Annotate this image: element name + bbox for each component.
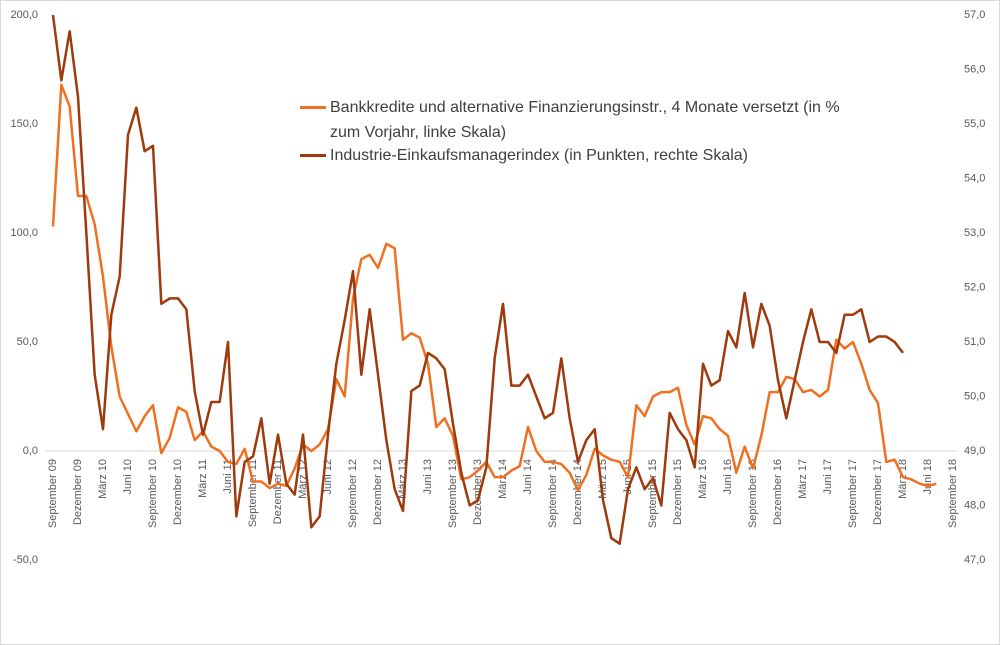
legend-label: Industrie-Einkaufsmanagerindex (in Punkt… [330,147,748,164]
y-tick-label: 150,0 [10,118,38,130]
y2-tick-label: 51,0 [964,336,985,348]
y2-tick-label: 53,0 [964,227,985,239]
x-tick-label: September 13 [447,459,459,528]
y-tick-label: 0,0 [23,445,38,457]
x-tick-label: Dezember 15 [672,459,684,525]
x-tick-label: Juni 11 [222,459,234,494]
y2-tick-label: 47,0 [964,554,985,566]
x-tick-label: Juni 16 [722,459,734,494]
x-tick-label: Dezember 11 [272,459,284,524]
legend-swatch [300,154,326,157]
series-line [51,14,904,545]
y-tick-label: 200,0 [10,9,38,21]
y2-tick-label: 52,0 [964,281,985,293]
x-tick-label: Dezember 14 [572,459,584,525]
x-tick-label: Dezember 10 [172,459,184,525]
y2-tick-label: 56,0 [964,63,985,75]
x-tick-label: März 11 [197,459,209,498]
x-tick-label: September 15 [647,459,659,528]
x-tick-label: September 14 [547,459,559,528]
x-tick-label: Juni 14 [522,459,534,494]
x-tick-label: März 14 [497,459,509,499]
x-tick-label: September 09 [47,459,59,528]
y2-tick-label: 55,0 [964,118,985,130]
x-tick-label: September 16 [747,459,759,528]
y-tick-label: 50,0 [17,336,38,348]
x-tick-label: Dezember 09 [72,459,84,525]
x-tick-label: März 16 [697,459,709,499]
x-tick-label: Juni 10 [122,459,134,494]
y2-tick-label: 57,0 [964,9,985,21]
x-tick-label: September 12 [347,459,359,528]
y-tick-label: 100,0 [10,227,38,239]
series-line [51,83,937,492]
y-tick-label: -50,0 [13,554,38,566]
y2-tick-label: 54,0 [964,172,985,184]
legend-label: Bankkredite und alternative Finanzierung… [330,99,840,141]
x-tick-label: Dezember 17 [872,459,884,525]
y2-tick-label: 49,0 [964,445,985,457]
x-tick-label: Dezember 16 [772,459,784,525]
x-tick-label: Dezember 12 [372,459,384,525]
legend-item: Bankkredite und alternative Finanzierung… [300,95,860,145]
x-tick-label: September 18 [947,459,959,528]
x-tick-label: Dezember 13 [472,459,484,525]
y2-tick-label: 48,0 [964,499,985,511]
y2-tick-label: 50,0 [964,390,985,402]
x-tick-label: September 11 [247,459,259,527]
legend-swatch [300,106,326,109]
x-tick-label: März 17 [797,459,809,499]
x-tick-label: September 17 [847,459,859,528]
x-tick-label: September 10 [147,459,159,528]
x-tick-label: Juni 18 [922,459,934,494]
x-tick-label: März 10 [97,459,109,499]
legend-item: Industrie-Einkaufsmanagerindex (in Punkt… [300,143,860,168]
x-tick-label: Juni 17 [822,459,834,494]
x-tick-label: Juni 13 [422,459,434,494]
